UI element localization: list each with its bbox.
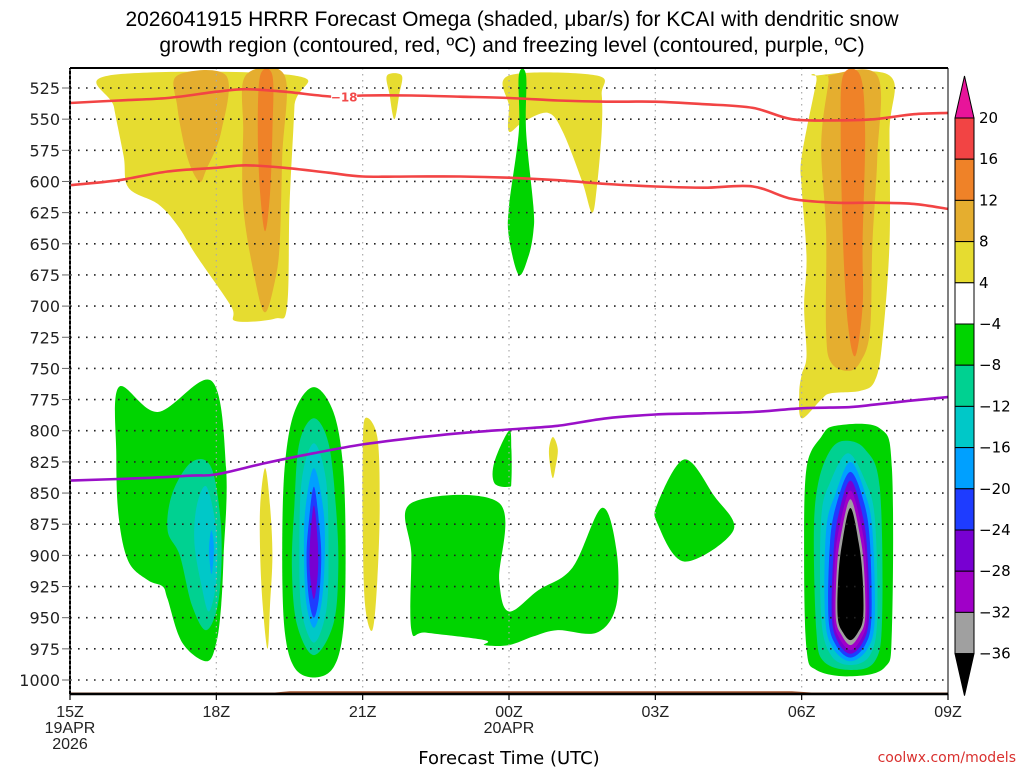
x-tick-label: 18Z bbox=[203, 704, 231, 721]
shade-green-small-1 bbox=[492, 430, 512, 487]
y-tick-label-700: 700 bbox=[29, 297, 60, 316]
x-axis-label: Forecast Time (UTC) bbox=[418, 748, 599, 768]
shade-purple-mid-blob bbox=[309, 505, 319, 599]
colorbar-label: −4 bbox=[979, 315, 1001, 333]
credit-text: coolwx.com/models bbox=[878, 750, 1016, 766]
contour-lines: −18 bbox=[70, 87, 948, 482]
y-tick-label-750: 750 bbox=[29, 359, 60, 378]
y-tick-label-525: 525 bbox=[29, 79, 60, 98]
colorbar-label: 16 bbox=[979, 150, 998, 168]
y-tick-label-775: 775 bbox=[29, 391, 60, 410]
x-tick-label: 09Z bbox=[934, 704, 962, 721]
shade-black-right-blob bbox=[837, 508, 864, 641]
colorbar-box-11 bbox=[954, 570, 975, 613]
contour-label-bg bbox=[331, 88, 358, 104]
colorbar-box-0 bbox=[954, 117, 975, 160]
y-tick-label-925: 925 bbox=[29, 578, 60, 597]
colorbar-label: −16 bbox=[979, 439, 1011, 457]
y-axis-ticks: 525 550 575 600 625 650 675 700 725 750 775 800 825 8… bbox=[19, 79, 70, 690]
colorbar-box-3 bbox=[954, 241, 975, 284]
y-tick-label-850: 850 bbox=[29, 484, 60, 503]
shade-blue-left-dot bbox=[209, 530, 214, 575]
colorbar-box-9 bbox=[954, 488, 975, 531]
colorbar-label: 8 bbox=[979, 233, 989, 251]
y-tick-label-650: 650 bbox=[29, 235, 60, 254]
colorbar-label: 4 bbox=[979, 274, 989, 292]
y-tick-label-875: 875 bbox=[29, 515, 60, 534]
colorbar-label: −36 bbox=[979, 645, 1011, 663]
y-tick-label-975: 975 bbox=[29, 640, 60, 659]
contour-dgz-bottom-minus12 bbox=[70, 163, 948, 211]
shaded-omega-regions bbox=[96, 68, 895, 678]
colorbar-label: −32 bbox=[979, 603, 1011, 621]
colorbar-label: 20 bbox=[979, 109, 998, 127]
colorbar-box-6 bbox=[954, 364, 975, 407]
y-tick-label-800: 800 bbox=[29, 422, 60, 441]
colorbar-label: −8 bbox=[979, 356, 1001, 374]
y-tick-label-600: 600 bbox=[29, 172, 60, 191]
x-tick-label: 21Z bbox=[349, 704, 377, 721]
x-tick-label: 20APR bbox=[484, 720, 535, 737]
colorbar-box-8 bbox=[954, 447, 975, 490]
shade-green-spike-top bbox=[507, 68, 535, 276]
grid-lines bbox=[70, 68, 948, 694]
chart-title-line2: growth region (contoured, red, ºC) and f… bbox=[159, 34, 864, 57]
x-tick-label: 2026 bbox=[52, 736, 88, 753]
y-tick-label-950: 950 bbox=[29, 609, 60, 628]
colorbar-box-10 bbox=[954, 529, 975, 572]
x-tick-label: 19APR bbox=[45, 720, 96, 737]
x-tick-label: 06Z bbox=[788, 704, 816, 721]
colorbar-label: −20 bbox=[979, 480, 1011, 498]
colorbar-box-4 bbox=[954, 282, 975, 325]
shade-yellow-thin-1 bbox=[259, 468, 273, 649]
shade-orange-upper-left bbox=[173, 69, 229, 182]
colorbar-label: 12 bbox=[979, 191, 998, 209]
y-tick-label-725: 725 bbox=[29, 328, 60, 347]
x-tick-label: 00Z bbox=[495, 704, 523, 721]
shade-yellow-thin-2 bbox=[362, 417, 380, 631]
colorbar-label: −12 bbox=[979, 397, 1011, 415]
contour-label: −18 bbox=[331, 91, 358, 105]
y-tick-label-1000: 1000 bbox=[19, 671, 60, 690]
x-tick-label: 03Z bbox=[642, 704, 670, 721]
colorbar-label: −24 bbox=[979, 521, 1011, 539]
shade-yellow-upper-center bbox=[502, 72, 605, 213]
colorbar-label: −28 bbox=[979, 562, 1011, 580]
colorbar-box-5 bbox=[954, 323, 975, 366]
shade-green-bottom-center bbox=[404, 494, 619, 646]
y-tick-label-625: 625 bbox=[29, 204, 60, 223]
y-tick-label-900: 900 bbox=[29, 546, 60, 565]
y-tick-label-825: 825 bbox=[29, 453, 60, 472]
colorbar-box-2 bbox=[954, 199, 975, 243]
y-tick-label-550: 550 bbox=[29, 110, 60, 129]
colorbar-box-12 bbox=[954, 611, 975, 655]
shade-dkorange-upper-right bbox=[840, 68, 866, 357]
shade-green-right-small bbox=[654, 459, 735, 562]
colorbar-bottom-arrow bbox=[954, 653, 975, 696]
colorbar-box-7 bbox=[954, 405, 975, 449]
freezing-level-0C bbox=[70, 395, 948, 482]
shade-dkorange-upper-mid bbox=[257, 68, 274, 232]
contour-dgz-top-minus18 bbox=[70, 87, 948, 122]
shade-cyan-left-blob bbox=[194, 486, 218, 612]
x-tick-label: 15Z bbox=[56, 704, 84, 721]
shade-yellow-small-1 bbox=[548, 437, 558, 479]
y-tick-label-575: 575 bbox=[29, 141, 60, 160]
colorbar-box-1 bbox=[954, 158, 975, 201]
colorbar: 20 16 12 8 4 −4 −8 −12 −16 −20 −24 −28 −32 −36 bbox=[954, 75, 1011, 696]
y-tick-label-675: 675 bbox=[29, 266, 60, 285]
chart-title-line1: 2026041915 HRRR Forecast Omega (shaded, … bbox=[125, 8, 899, 31]
